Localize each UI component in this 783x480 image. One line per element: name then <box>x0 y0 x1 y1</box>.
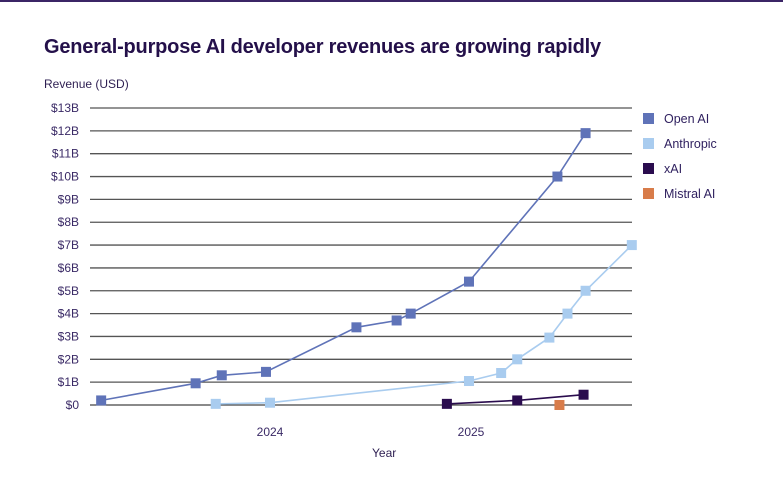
data-point-anthropic <box>544 332 555 343</box>
y-tick-label: $12B <box>51 124 79 138</box>
legend-item-open-ai: Open AI <box>643 106 717 131</box>
y-tick-label: $0 <box>66 398 80 412</box>
data-point-mistral-ai <box>554 400 565 410</box>
legend-item-anthropic: Anthropic <box>643 131 717 156</box>
legend-swatch <box>643 163 654 174</box>
data-point-open-ai <box>405 308 416 319</box>
y-tick-label: $10B <box>51 170 79 184</box>
data-point-anthropic <box>580 285 591 296</box>
series-line-anthropic <box>215 244 633 405</box>
data-point-open-ai <box>351 322 362 333</box>
data-point-xai <box>578 389 589 400</box>
data-point-open-ai <box>260 366 271 377</box>
data-point-anthropic <box>210 398 221 409</box>
x-axis-label: Year <box>372 446 397 460</box>
data-point-anthropic <box>626 240 637 251</box>
data-point-anthropic <box>562 308 573 319</box>
legend-item-mistral-ai: Mistral AI <box>643 181 717 206</box>
x-tick-label: 2024 <box>257 425 284 439</box>
top-rule <box>0 0 783 2</box>
y-tick-label: $13B <box>51 101 79 115</box>
y-tick-label: $1B <box>58 375 79 389</box>
data-point-open-ai <box>391 315 402 326</box>
data-point-anthropic <box>265 397 275 408</box>
data-point-anthropic <box>496 368 507 379</box>
y-tick-label: $4B <box>58 307 79 321</box>
series-line-open-ai <box>101 132 587 402</box>
legend-swatch <box>643 113 654 124</box>
data-point-open-ai <box>552 171 563 182</box>
y-tick-label: $7B <box>58 238 79 252</box>
data-point-xai <box>512 395 523 406</box>
y-tick-label: $11B <box>52 147 79 161</box>
legend-label: xAI <box>664 161 683 176</box>
data-point-xai <box>441 398 452 409</box>
legend-label: Open AI <box>664 111 710 126</box>
y-tick-label: $8B <box>58 215 79 229</box>
legend-swatch <box>643 188 654 199</box>
data-point-anthropic <box>463 376 474 387</box>
legend: Open AI Anthropic xAI Mistral AI <box>643 106 717 206</box>
chart-title: General-purpose AI developer revenues ar… <box>44 36 601 58</box>
y-tick-label: $6B <box>58 261 79 275</box>
data-point-anthropic <box>512 354 523 365</box>
legend-label: Anthropic <box>664 136 717 151</box>
data-point-open-ai <box>580 128 591 139</box>
legend-item-xai: xAI <box>643 156 717 181</box>
y-axis-label: Revenue (USD) <box>44 77 129 91</box>
y-tick-label: $9B <box>58 192 79 206</box>
data-point-open-ai <box>190 378 201 389</box>
data-point-open-ai <box>96 395 107 406</box>
legend-swatch <box>643 138 654 149</box>
y-tick-label: $3B <box>58 329 79 343</box>
x-tick-label: 2025 <box>458 425 485 439</box>
y-tick-label: $5B <box>58 284 79 298</box>
data-point-open-ai <box>216 370 227 381</box>
data-point-open-ai <box>463 276 474 287</box>
y-tick-label: $2B <box>58 352 79 366</box>
legend-label: Mistral AI <box>664 186 716 201</box>
